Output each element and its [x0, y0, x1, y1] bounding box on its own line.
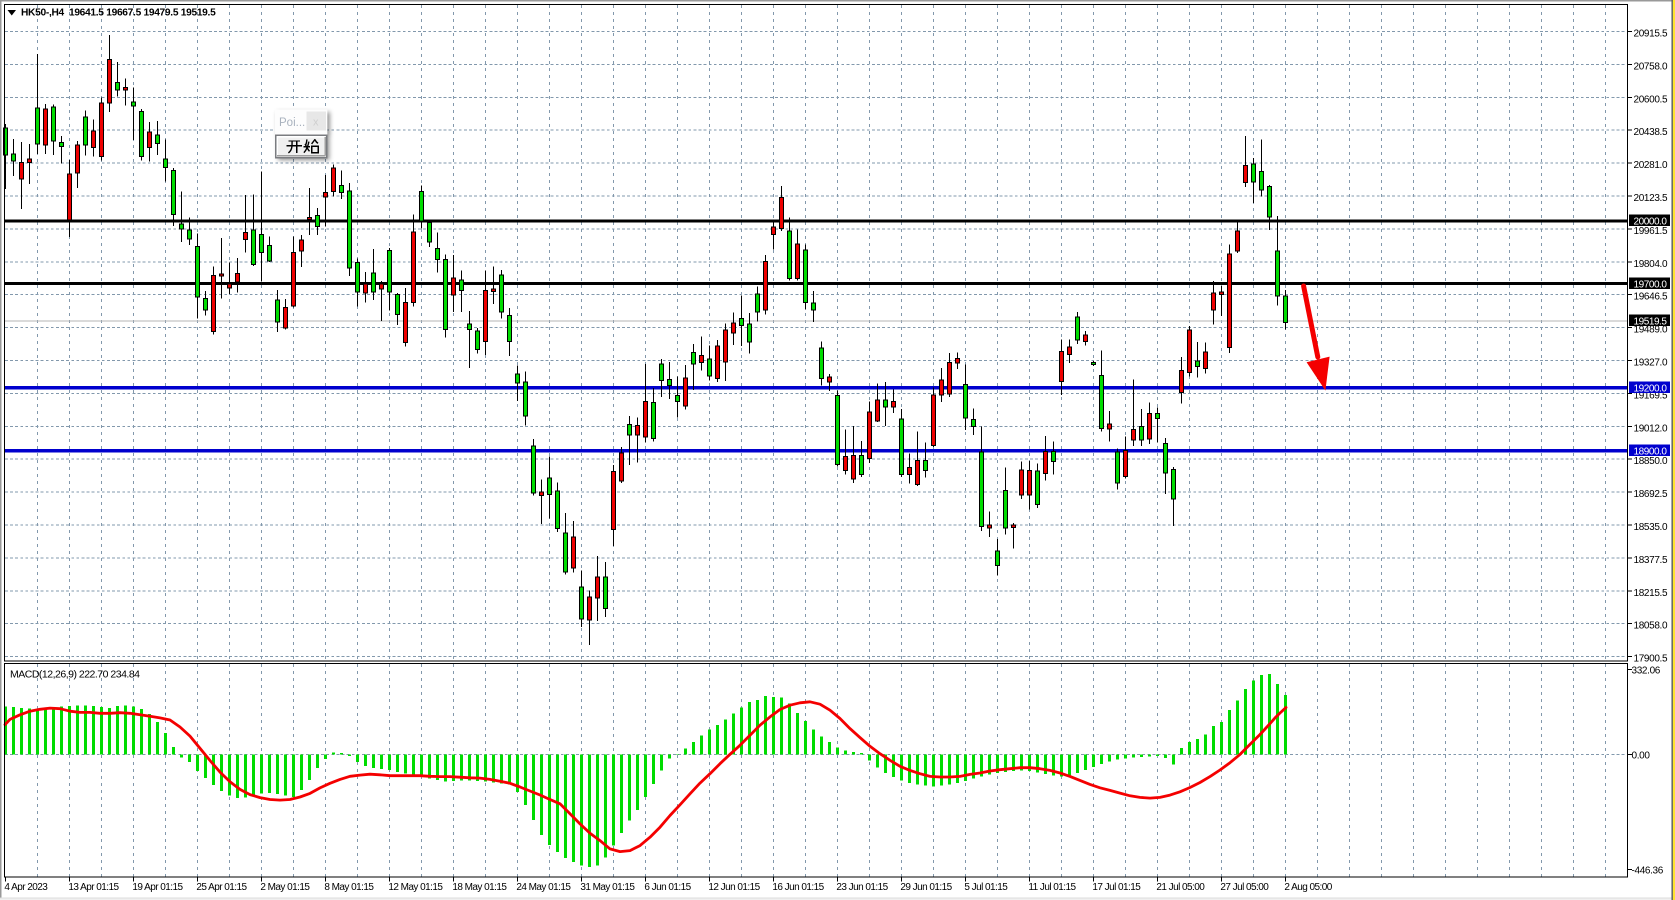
svg-text:20123.5: 20123.5 — [1634, 193, 1668, 204]
svg-text:20438.5: 20438.5 — [1634, 127, 1668, 138]
svg-text:0.00: 0.00 — [1632, 750, 1651, 761]
svg-text:27 Jul 05:00: 27 Jul 05:00 — [1220, 882, 1269, 893]
svg-text:4 Apr 2023: 4 Apr 2023 — [4, 882, 48, 893]
svg-text:17 Jul 01:15: 17 Jul 01:15 — [1092, 882, 1141, 893]
svg-text:332.06: 332.06 — [1632, 666, 1661, 677]
svg-text:19489.0: 19489.0 — [1634, 325, 1668, 336]
svg-text:2 May 01:15: 2 May 01:15 — [260, 882, 310, 893]
svg-text:8 May 01:15: 8 May 01:15 — [324, 882, 374, 893]
svg-text:29 Jun 01:15: 29 Jun 01:15 — [900, 882, 952, 893]
svg-text:17900.5: 17900.5 — [1634, 654, 1668, 665]
svg-text:19646.5: 19646.5 — [1634, 292, 1668, 303]
svg-text:18900.0: 18900.0 — [1634, 446, 1668, 457]
svg-text:HK50-,H4 19641.5 19667.5 1947: HK50-,H4 19641.5 19667.5 19479.5 19519.5 — [21, 8, 216, 19]
svg-text:18692.5: 18692.5 — [1634, 489, 1668, 500]
svg-text:18850.0: 18850.0 — [1634, 456, 1668, 467]
svg-text:19700.0: 19700.0 — [1634, 279, 1668, 290]
svg-text:Poi...: Poi... — [279, 117, 305, 129]
svg-text:5 Jul 01:15: 5 Jul 01:15 — [964, 882, 1008, 893]
svg-text:19 Apr 01:15: 19 Apr 01:15 — [132, 882, 183, 893]
svg-text:16 Jun 01:15: 16 Jun 01:15 — [772, 882, 824, 893]
svg-text:2 Aug 05:00: 2 Aug 05:00 — [1284, 882, 1332, 893]
svg-text:11 Jul 01:15: 11 Jul 01:15 — [1028, 882, 1076, 893]
svg-text:19519.5: 19519.5 — [1634, 317, 1668, 328]
svg-text:23 Jun 01:15: 23 Jun 01:15 — [836, 882, 888, 893]
svg-text:19169.5: 19169.5 — [1634, 390, 1668, 401]
svg-text:19012.0: 19012.0 — [1634, 423, 1668, 434]
svg-text:19327.0: 19327.0 — [1634, 358, 1668, 369]
svg-text:20915.5: 20915.5 — [1634, 29, 1668, 40]
svg-text:24 May 01:15: 24 May 01:15 — [516, 882, 571, 893]
svg-text:-446.36: -446.36 — [1632, 866, 1664, 877]
svg-text:20758.0: 20758.0 — [1634, 61, 1668, 72]
svg-text:x: x — [313, 117, 319, 129]
svg-text:13 Apr 01:15: 13 Apr 01:15 — [68, 882, 119, 893]
svg-text:12 Jun 01:15: 12 Jun 01:15 — [708, 882, 760, 893]
svg-text:18215.5: 18215.5 — [1634, 588, 1668, 599]
svg-text:19804.0: 19804.0 — [1634, 259, 1668, 270]
svg-text:19200.0: 19200.0 — [1634, 384, 1668, 395]
svg-text:18535.0: 18535.0 — [1634, 522, 1668, 533]
svg-text:20000.0: 20000.0 — [1634, 217, 1668, 228]
svg-text:12 May 01:15: 12 May 01:15 — [388, 882, 443, 893]
svg-text:18058.0: 18058.0 — [1634, 621, 1668, 632]
svg-text:6 Jun 01:15: 6 Jun 01:15 — [644, 882, 691, 893]
svg-text:19961.5: 19961.5 — [1634, 226, 1668, 237]
svg-text:18 May 01:15: 18 May 01:15 — [452, 882, 507, 893]
svg-text:MACD(12,26,9) 222.70 234.84: MACD(12,26,9) 222.70 234.84 — [10, 669, 140, 681]
svg-text:18377.5: 18377.5 — [1634, 555, 1668, 566]
svg-text:21 Jul 05:00: 21 Jul 05:00 — [1156, 882, 1205, 893]
svg-text:31 May 01:15: 31 May 01:15 — [580, 882, 635, 893]
svg-text:20281.0: 20281.0 — [1634, 160, 1668, 171]
svg-text:20600.5: 20600.5 — [1634, 94, 1668, 105]
svg-text:25 Apr 01:15: 25 Apr 01:15 — [196, 882, 247, 893]
